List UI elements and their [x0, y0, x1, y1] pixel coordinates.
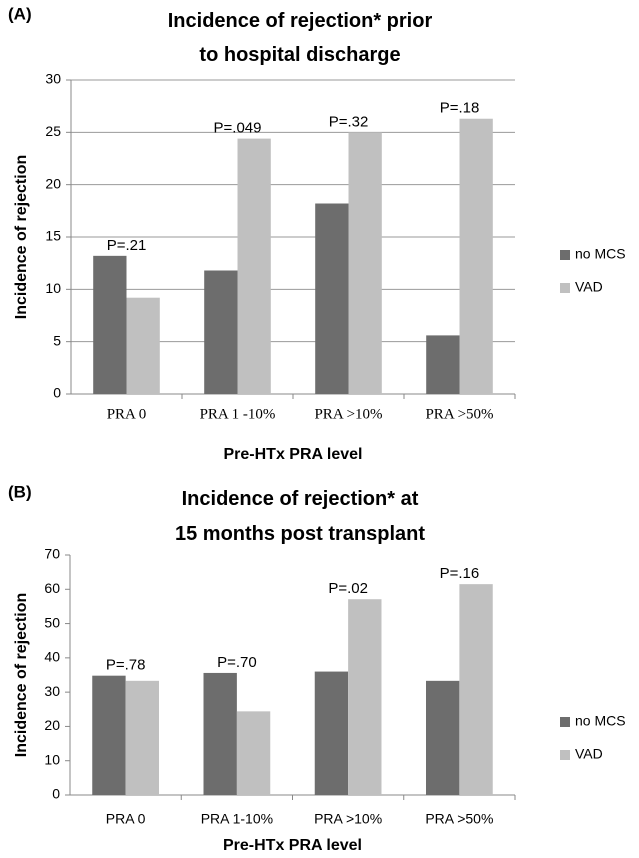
- x-axis-title: Pre-HTx PRA level: [223, 446, 362, 463]
- x-axis-title: Pre-HTx PRA level: [223, 837, 362, 854]
- y-tick-label: 10: [45, 280, 61, 296]
- y-tick-label: 50: [44, 614, 60, 630]
- bar: [93, 255, 127, 394]
- y-axis-title: Incidence of rejection: [13, 155, 30, 319]
- y-tick-label: 30: [44, 683, 60, 699]
- y-tick-label: 25: [45, 123, 61, 139]
- y-tick-label: 70: [44, 546, 60, 562]
- bar: [204, 270, 238, 394]
- x-tick-label: PRA >50%: [425, 811, 493, 827]
- bar: [92, 675, 126, 795]
- y-axis-title: Incidence of rejection: [13, 593, 30, 757]
- x-tick-label: PRA 1 -10%: [200, 406, 276, 422]
- bar: [236, 711, 271, 795]
- bar: [426, 680, 460, 795]
- bar: [459, 118, 493, 394]
- annotation: P=.02: [328, 580, 368, 597]
- annotation: P=.70: [217, 654, 257, 671]
- x-tick-label: PRA >50%: [425, 406, 493, 422]
- y-tick-label: 60: [44, 580, 60, 596]
- bar: [348, 132, 382, 395]
- bar: [237, 138, 271, 394]
- bar: [426, 335, 460, 394]
- legend-label: no MCS: [575, 713, 626, 729]
- annotation: P=.32: [329, 113, 369, 130]
- legend-label: VAD: [575, 746, 603, 762]
- x-tick-label: PRA 1-10%: [201, 811, 273, 827]
- y-tick-label: 0: [52, 786, 60, 802]
- legend-label: no MCS: [575, 246, 626, 262]
- bar: [126, 297, 160, 394]
- y-tick-label: 5: [53, 332, 61, 348]
- chart-title: Incidence of rejection* at 15 months post…: [175, 488, 425, 545]
- y-tick-label: 20: [44, 717, 60, 733]
- x-tick-label: PRA >10%: [314, 811, 382, 827]
- bar: [314, 671, 349, 795]
- legend-swatch: [560, 250, 570, 260]
- annotation: P=.21: [107, 237, 147, 254]
- legend-swatch: [560, 283, 570, 293]
- bar: [203, 672, 237, 795]
- y-tick-label: 20: [45, 175, 61, 191]
- y-tick-label: 30: [45, 71, 61, 87]
- legend-swatch: [560, 750, 570, 760]
- y-tick-label: 10: [44, 751, 60, 767]
- legend-swatch: [560, 717, 570, 727]
- panel-label: (A): [8, 4, 32, 23]
- x-tick-label: PRA 0: [106, 811, 146, 827]
- bar: [125, 680, 159, 795]
- annotation: P=.049: [214, 120, 262, 137]
- chart: Incidence of rejection* at 15 months post…: [8, 482, 626, 854]
- chart: Incidence of rejection* prior to hospital…: [8, 4, 626, 463]
- annotation: P=.78: [106, 657, 146, 674]
- annotation: P=.16: [440, 565, 480, 582]
- x-tick-label: PRA >10%: [314, 406, 382, 422]
- annotation: P=.18: [440, 100, 480, 117]
- bar: [459, 584, 493, 795]
- chart-title: Incidence of rejection* prior to hospital…: [168, 10, 433, 66]
- bar: [315, 203, 349, 394]
- y-tick-label: 0: [53, 385, 61, 401]
- legend-label: VAD: [575, 279, 603, 295]
- y-tick-label: 40: [44, 649, 60, 665]
- y-tick-label: 15: [45, 228, 61, 244]
- bar: [348, 599, 382, 795]
- x-tick-label: PRA 0: [107, 406, 147, 422]
- panel-label: (B): [8, 482, 32, 501]
